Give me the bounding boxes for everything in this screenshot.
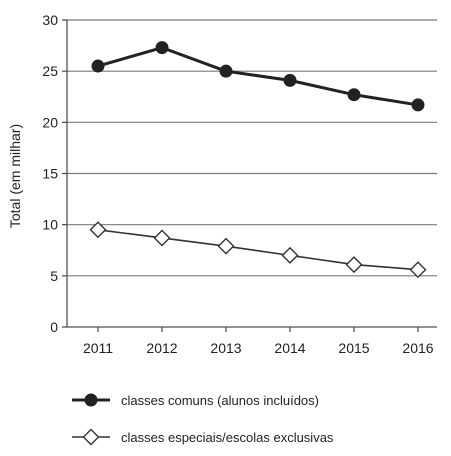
data-point-filled-circle	[84, 393, 98, 407]
y-tick-label: 15	[42, 166, 58, 182]
y-tick-label: 5	[50, 268, 58, 284]
data-point-open-diamond	[89, 221, 107, 239]
data-point-filled-circle	[347, 88, 361, 102]
legend-label: classes especiais/escolas exclusivas	[121, 430, 334, 445]
data-point-open-diamond	[153, 229, 171, 247]
x-tick-label: 2014	[274, 340, 305, 356]
data-point-filled-circle	[411, 98, 425, 112]
axes	[62, 19, 437, 332]
legend-label: classes comuns (alunos incluídos)	[121, 393, 319, 408]
data-point-open-diamond	[217, 237, 235, 255]
y-tick-label: 25	[42, 63, 58, 79]
y-tick-labels: 0 5 10 15 20 25 30	[42, 12, 58, 335]
y-tick-label: 0	[50, 319, 58, 335]
y-tick-label: 30	[42, 12, 58, 28]
data-point-filled-circle	[219, 64, 233, 78]
x-tick-label: 2013	[210, 340, 241, 356]
x-tick-label: 2011	[83, 340, 113, 356]
series	[89, 41, 427, 279]
data-point-filled-circle	[155, 41, 169, 55]
series-1	[91, 41, 425, 112]
series-line	[97, 46, 419, 107]
series-2	[89, 221, 427, 279]
legend-item-2: classes especiais/escolas exclusivas	[72, 428, 334, 446]
data-point-filled-circle	[283, 73, 297, 87]
series-line	[97, 228, 419, 271]
legend: classes comuns (alunos incluídos) classes…	[72, 393, 334, 446]
y-axis-label: Total (em milhar)	[7, 124, 23, 228]
x-tick-labels: 2011 2012 2013 2014 2015 2016	[83, 340, 434, 356]
data-point-open-diamond	[82, 428, 100, 446]
legend-item-1: classes comuns (alunos incluídos)	[72, 393, 319, 408]
data-point-open-diamond	[345, 256, 363, 274]
data-point-open-diamond	[409, 261, 427, 279]
x-tick-label: 2016	[402, 340, 433, 356]
data-point-filled-circle	[91, 59, 105, 73]
data-point-open-diamond	[281, 246, 299, 264]
x-tick-label: 2015	[338, 340, 369, 356]
grid-lines	[67, 19, 437, 277]
x-tick-label: 2012	[146, 340, 177, 356]
y-tick-label: 20	[42, 114, 58, 130]
y-tick-label: 10	[42, 217, 58, 233]
